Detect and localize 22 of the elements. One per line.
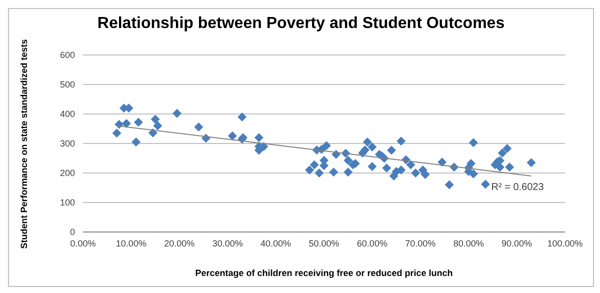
y-tick-label: 500 [60,80,75,90]
y-tick-label: 600 [60,50,75,60]
annotation: R² = 0.6023 [491,182,544,193]
x-tick-label: 40.00% [260,238,292,248]
chart-title: Relationship between Poverty and Student Outcomes [96,15,506,33]
x-tick-label: 100.00% [547,238,583,248]
x-tick-label: 30.00% [212,238,243,248]
x-tick-label: 50.00% [308,238,340,248]
y-tick-label: 0 [70,227,75,238]
x-tick-label: 70.00% [405,238,436,248]
x-tick-label: 20.00% [164,238,195,248]
x-tick-label: 10.00% [116,238,146,248]
y-tick-label: 300 [60,138,75,149]
x-axis-title: Percentage of children receiving free or reduced price lunch [194,268,454,278]
x-tick-label: 0.00% [70,238,96,248]
x-tick-label: 60.00% [356,238,388,248]
x-tick-label: 90.00% [502,238,532,248]
y-tick-label: 100 [60,198,75,208]
x-tick-label: 80.00% [453,238,484,248]
y-tick-label: 400 [60,109,75,120]
y-axis-title: Student Performance on state standardized tests [19,38,29,248]
y-tick-label: 200 [60,168,75,178]
